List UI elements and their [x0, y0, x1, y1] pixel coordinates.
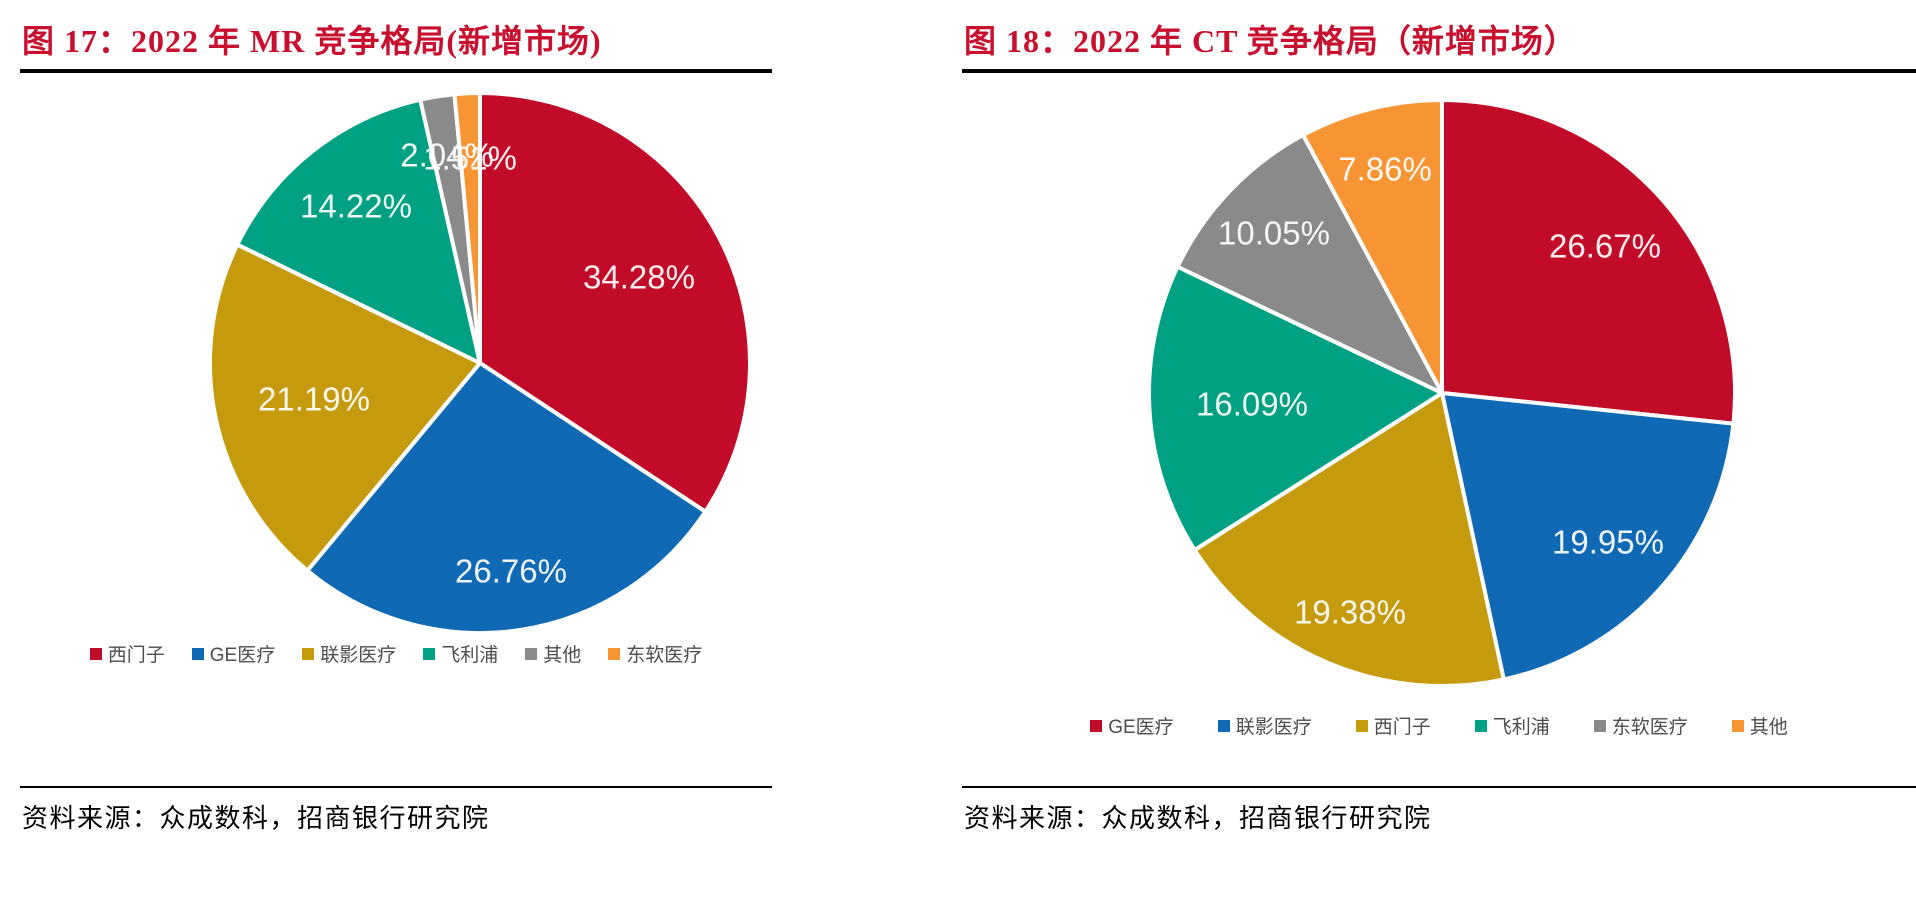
- pie-slice-0: [1440, 98, 1737, 426]
- legend-swatch-icon: [1593, 719, 1606, 732]
- pie-slice-1: [305, 361, 708, 636]
- legend-label: 飞利浦: [1492, 717, 1550, 738]
- source-divider: [962, 786, 1916, 788]
- pie-value-label-4: 2.04%: [400, 136, 494, 174]
- legend-swatch-icon: [191, 647, 204, 660]
- legend-swatch-icon: [525, 647, 538, 660]
- figure-17-title: 图 17：2022 年 MR 竞争格局(新增市场): [22, 23, 602, 59]
- legend-label: 飞利浦: [441, 645, 499, 666]
- legend-swatch-icon: [1217, 719, 1230, 732]
- legend-label: GE医疗: [1108, 717, 1174, 738]
- source-note: 资料来源：众成数科，招商银行研究院: [22, 804, 490, 833]
- legend-label: 联影医疗: [320, 645, 397, 666]
- legend-item-0: GE医疗: [1090, 712, 1174, 739]
- legend-item-2: 联影医疗: [302, 640, 396, 667]
- pie-value-label-1: 19.95%: [1552, 523, 1664, 561]
- legend-item-4: 东软医疗: [1593, 712, 1688, 739]
- legend-item-4: 其他: [525, 640, 581, 667]
- pie-slice-4: [1175, 133, 1444, 395]
- legend-swatch-icon: [1731, 719, 1744, 732]
- pie-chart-svg: [208, 90, 752, 636]
- figure-18-ct-pie-panel: 图 18：2022 年 CT 竞争格局（新增市场） 26.67% 19.95% 19…: [962, 12, 1916, 894]
- pie-value-label-5: 1.51%: [423, 139, 517, 177]
- legend-item-0: 西门子: [89, 640, 165, 667]
- pie-slice-1: [1440, 391, 1736, 682]
- source-note: 资料来源：众成数科，招商银行研究院: [964, 804, 1432, 833]
- legend-swatch-icon: [608, 647, 621, 660]
- pie-slice-5: [452, 90, 482, 365]
- pie-slice-5: [1301, 98, 1444, 395]
- legend-label: 联影医疗: [1235, 717, 1312, 738]
- legend-label: 其他: [543, 645, 582, 666]
- pie-slice-2: [1192, 391, 1506, 688]
- legend-item-1: GE医疗: [191, 640, 276, 667]
- legend-item-1: 联影医疗: [1217, 712, 1312, 739]
- pie-value-label-3: 16.09%: [1196, 385, 1308, 423]
- legend-swatch-icon: [1355, 719, 1368, 732]
- legend-label: 东软医疗: [626, 645, 703, 666]
- legend-label: 东软医疗: [1611, 717, 1688, 738]
- legend-swatch-icon: [89, 647, 102, 660]
- pie-value-label-0: 34.28%: [583, 258, 695, 296]
- pie-value-label-0: 26.67%: [1549, 227, 1661, 265]
- legend-swatch-icon: [1474, 719, 1487, 732]
- figure-18-title: 图 18：2022 年 CT 竞争格局（新增市场）: [964, 23, 1577, 59]
- pie-slice-3: [1147, 264, 1444, 552]
- pie-chart-svg: [1147, 98, 1737, 688]
- legend-item-3: 飞利浦: [423, 640, 498, 667]
- mr-legend: 西门子 GE医疗 联影医疗 飞利浦 其他 东软医疗: [20, 640, 772, 667]
- legend-swatch-icon: [302, 647, 315, 660]
- legend-swatch-icon: [1090, 719, 1103, 732]
- legend-label: 西门子: [1373, 717, 1431, 738]
- legend-item-5: 东软医疗: [608, 640, 702, 667]
- title-rule: [962, 69, 1916, 73]
- mr-pie-chart: 34.28% 26.76% 21.19% 14.22% 2.04% 1.51%: [20, 12, 772, 894]
- pie-value-label-5: 7.86%: [1338, 150, 1432, 188]
- ct-pie-chart: 26.67% 19.95% 19.38% 16.09% 10.05% 7.86%: [962, 12, 1916, 894]
- pie-slice-3: [235, 97, 482, 365]
- pie-value-label-3: 14.22%: [300, 187, 412, 225]
- ct-legend: GE医疗 联影医疗 西门子 飞利浦 东软医疗 其他: [962, 712, 1916, 739]
- legend-label: GE医疗: [209, 645, 276, 666]
- legend-item-5: 其他: [1731, 712, 1788, 739]
- source-divider: [20, 786, 772, 788]
- pie-value-label-2: 19.38%: [1294, 593, 1406, 631]
- legend-item-3: 飞利浦: [1474, 712, 1550, 739]
- legend-label: 其他: [1749, 717, 1788, 738]
- pie-slice-2: [208, 242, 482, 573]
- figure-17-mr-pie-panel: 图 17：2022 年 MR 竞争格局(新增市场) 34.28% 26.76% 21…: [20, 12, 772, 894]
- pie-value-label-2: 21.19%: [258, 380, 370, 418]
- title-rule: [20, 69, 772, 73]
- pie-value-label-4: 10.05%: [1218, 214, 1330, 252]
- legend-label: 西门子: [107, 645, 165, 666]
- pie-value-label-1: 26.76%: [455, 552, 567, 590]
- legend-swatch-icon: [423, 647, 436, 660]
- legend-item-2: 西门子: [1355, 712, 1431, 739]
